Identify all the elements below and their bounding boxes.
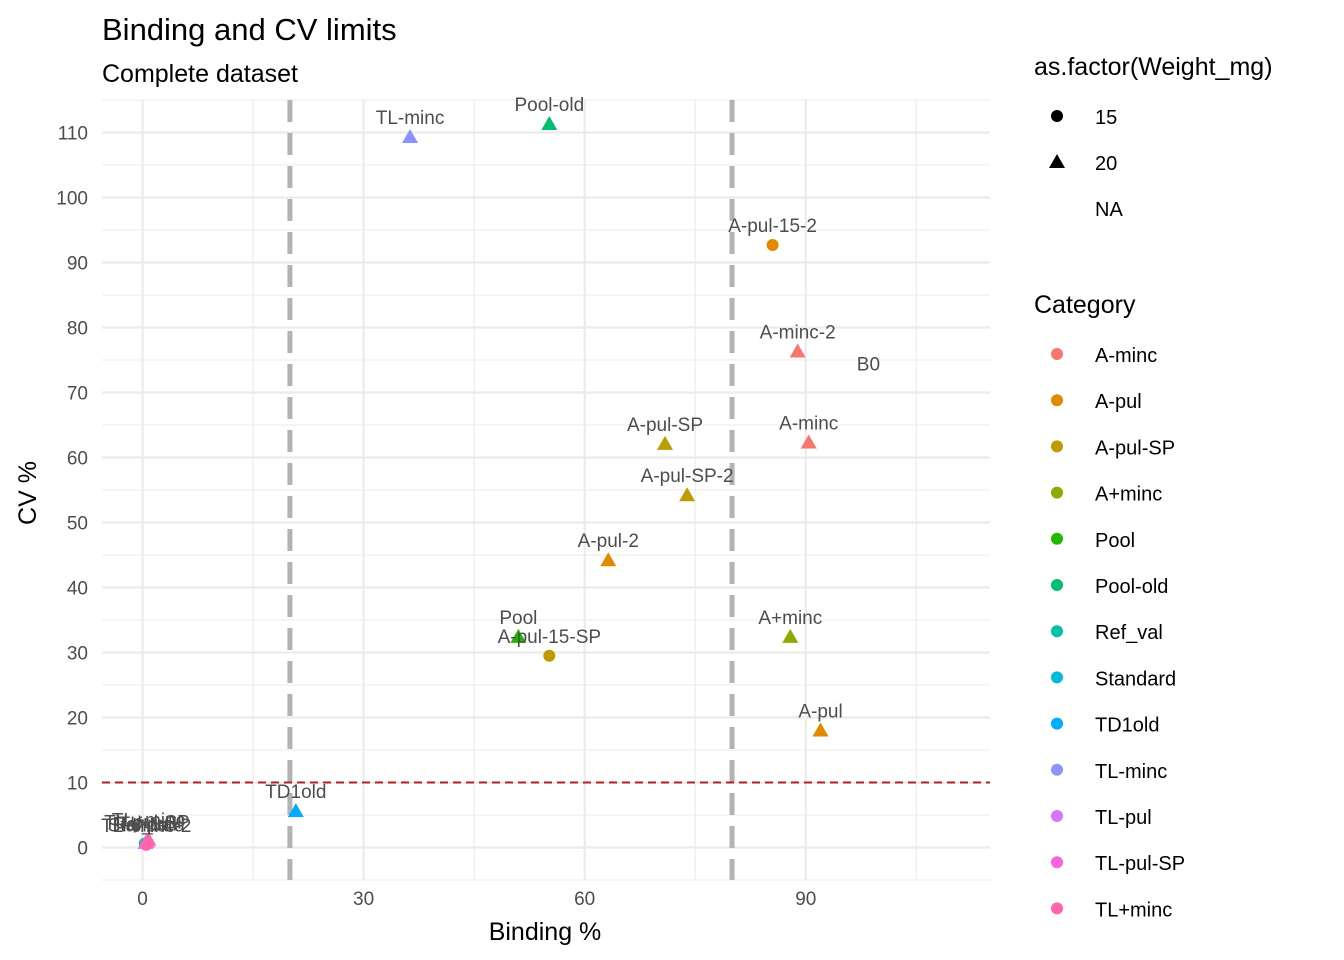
point-label: A-pul-15-2 [728, 216, 817, 237]
point-label: TL-pul [119, 814, 173, 835]
shape-legend-label: 15 [1095, 107, 1117, 129]
color-legend-label: Ref_val [1095, 622, 1163, 644]
y-tick-label: 10 [67, 774, 88, 795]
y-tick-label: 70 [67, 384, 88, 405]
color-legend-key [1051, 902, 1063, 915]
data-points [137, 116, 829, 851]
y-tick-label: 100 [56, 189, 88, 210]
color-legend-key [1051, 394, 1063, 407]
data-point [800, 434, 817, 449]
point-label: B0 [857, 354, 880, 375]
color-legend-label: Pool [1095, 530, 1135, 552]
data-point [510, 628, 527, 643]
point-label: A-minc [779, 414, 838, 435]
color-legend-title: Category [1034, 291, 1136, 319]
point-label: TL+minc [112, 811, 185, 832]
point-label: TD1old [265, 782, 326, 803]
shape-legend-key [1051, 110, 1063, 122]
legend: as.factor(Weight_mg) 15 20 NA Category A-minc… [1034, 53, 1273, 921]
data-point [600, 552, 617, 567]
point-label: TL+minc-2 [101, 816, 191, 837]
data-point [766, 238, 779, 251]
y-tick-label: 30 [67, 644, 88, 665]
color-legend-key [1051, 440, 1063, 453]
color-legend-label: A+minc [1095, 484, 1162, 506]
x-tick-label: 60 [574, 889, 595, 910]
color-legend-label: TD1old [1095, 715, 1159, 737]
point-label: TL-pul-SP [104, 813, 190, 834]
color-legend-label: A-pul-SP [1095, 437, 1175, 459]
color-legend-key [1051, 671, 1063, 684]
point-label: A-pul [798, 702, 842, 723]
point-label: Pool-old [514, 95, 584, 116]
color-legend-label: A-pul [1095, 391, 1142, 413]
axis-ticks: 0 30 60 90 0 10 20 30 40 50 60 70 80 90 100 110 [56, 124, 816, 911]
shape-legend-label: NA [1095, 199, 1123, 221]
color-legend-label: TL-minc [1095, 761, 1167, 783]
data-point [812, 722, 829, 737]
color-legend-label: TL-pul-SP [1095, 853, 1185, 875]
data-point [782, 628, 799, 643]
point-label: Standard [108, 815, 185, 836]
color-legend-key [1051, 717, 1063, 730]
point-label: TL-minc [376, 108, 445, 129]
y-tick-label: 0 [77, 839, 88, 860]
x-tick-label: 30 [353, 889, 374, 910]
color-legend-label: TL+minc [1095, 899, 1172, 921]
y-tick-label: 50 [67, 514, 88, 535]
color-legend-label: Pool-old [1095, 576, 1168, 598]
shape-legend-label: 20 [1095, 153, 1117, 175]
color-legend-key [1051, 532, 1063, 545]
color-legend-label: Standard [1095, 668, 1176, 690]
y-axis-title: CV % [14, 461, 42, 525]
data-point [543, 649, 556, 662]
point-label: Pool [499, 608, 537, 629]
x-tick-label: 0 [137, 889, 148, 910]
y-tick-label: 20 [67, 709, 88, 730]
data-point [541, 116, 558, 131]
color-legend-key [1051, 486, 1063, 499]
point-labels: TL-minc Pool-old A-pul-15-2 A-minc-2 B0 A-pul… [101, 95, 880, 837]
point-label: A-pul-SP-2 [641, 466, 734, 487]
chart-subtitle: Complete dataset [102, 60, 298, 88]
point-label: A-minc-2 [760, 323, 836, 344]
point-label: A+minc [758, 608, 822, 629]
y-tick-label: 90 [67, 254, 88, 275]
shape-legend-key [1049, 154, 1065, 168]
color-legend-key [1051, 856, 1063, 869]
data-point [657, 435, 674, 450]
reference-lines [102, 100, 990, 880]
color-legend-key [1051, 579, 1063, 591]
color-legend-key [1051, 348, 1063, 360]
data-point [679, 487, 696, 502]
color-legend-key [1051, 810, 1063, 822]
data-point [789, 343, 806, 358]
y-tick-label: 40 [67, 579, 88, 600]
shape-legend-title: as.factor(Weight_mg) [1034, 53, 1273, 81]
point-label: Ref_val [113, 815, 177, 836]
data-point [140, 838, 153, 851]
point-label: A-pul-SP [627, 415, 703, 436]
color-legend-key [1051, 625, 1063, 638]
color-legend-label: A-minc [1095, 345, 1157, 367]
y-tick-label: 80 [67, 319, 88, 340]
color-legend-label: TL-pul [1095, 807, 1152, 829]
color-legend-key [1051, 763, 1063, 776]
point-label: A-pul-2 [578, 531, 639, 552]
data-point [402, 129, 419, 144]
point-label: A-pul-15-SP [498, 627, 602, 648]
x-axis-title: Binding % [489, 918, 602, 946]
chart-title: Binding and CV limits [102, 12, 397, 47]
y-tick-label: 60 [67, 449, 88, 470]
data-point [287, 803, 304, 818]
y-tick-label: 110 [58, 124, 88, 145]
x-tick-label: 90 [795, 889, 816, 910]
plot-grid [102, 99, 990, 881]
